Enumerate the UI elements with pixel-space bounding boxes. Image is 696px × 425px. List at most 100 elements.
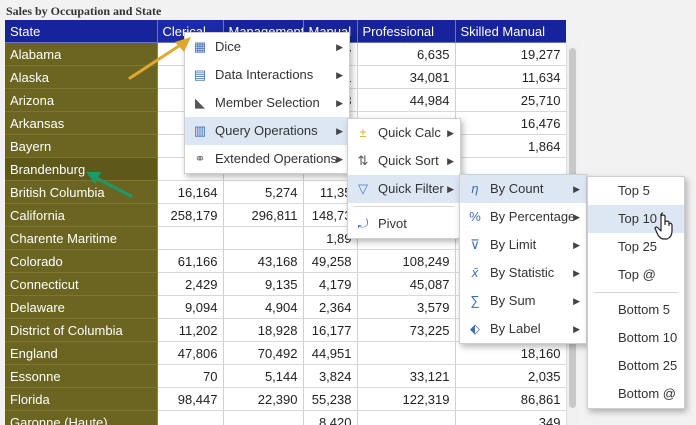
table-cell[interactable]: 349: [455, 410, 566, 425]
row-header-state[interactable]: Charente Maritime: [5, 226, 158, 250]
table-cell[interactable]: [357, 341, 456, 365]
table-cell[interactable]: 3,824: [303, 364, 358, 388]
table-cell[interactable]: 18,160: [455, 341, 566, 365]
menu-item-bottom-5[interactable]: Bottom 5: [588, 296, 684, 324]
table-cell[interactable]: 8,420: [303, 410, 358, 425]
menu-item-by-percentage[interactable]: % By Percentage ▶: [460, 203, 586, 231]
table-cell[interactable]: [157, 226, 224, 250]
row-header-state[interactable]: District of Columbia: [5, 318, 158, 342]
table-cell[interactable]: 22,390: [223, 387, 304, 411]
menu-item-member-selection[interactable]: ◣ Member Selection ▶: [185, 89, 349, 117]
row-header-state[interactable]: Arizona: [5, 88, 158, 112]
table-row[interactable]: Essonne 70 5,144 3,824 33,121 2,035: [5, 364, 566, 388]
menu-item-top-at[interactable]: Top @: [588, 261, 684, 289]
table-row[interactable]: Florida 98,447 22,390 55,238 122,319 86,861: [5, 387, 566, 411]
table-row[interactable]: Colorado 61,166 43,168 49,258 108,249: [5, 249, 566, 273]
table-cell[interactable]: 258,179: [157, 203, 224, 227]
table-row[interactable]: Garonne (Haute) 8,420 349: [5, 410, 566, 425]
table-cell[interactable]: [357, 410, 456, 425]
row-header-state[interactable]: British Columbia: [5, 180, 158, 204]
table-cell[interactable]: 86,861: [455, 387, 566, 411]
menu-item-bottom-10[interactable]: Bottom 10: [588, 324, 684, 352]
table-cell[interactable]: 73,225: [357, 318, 456, 342]
table-cell[interactable]: 34,081: [357, 65, 456, 89]
table-cell[interactable]: 122,319: [357, 387, 456, 411]
menu-item-data-interactions[interactable]: ▤ Data Interactions ▶: [185, 61, 349, 89]
table-cell[interactable]: 11,634: [455, 65, 566, 89]
table-cell[interactable]: 33,121: [357, 364, 456, 388]
table-cell[interactable]: 4,904: [223, 295, 304, 319]
table-cell[interactable]: 1,89: [303, 226, 358, 250]
column-header-professional[interactable]: Professional: [357, 20, 456, 43]
table-cell[interactable]: 148,73: [303, 203, 358, 227]
row-header-state[interactable]: England: [5, 341, 158, 365]
table-cell[interactable]: 61,166: [157, 249, 224, 273]
column-header-skilled-manual[interactable]: Skilled Manual: [455, 20, 566, 43]
menu-item-bottom-25[interactable]: Bottom 25: [588, 352, 684, 380]
menu-item-query-operations[interactable]: ▥ Query Operations ▶: [185, 117, 349, 145]
table-cell[interactable]: 45,087: [357, 272, 456, 296]
table-row[interactable]: England 47,806 70,492 44,951 18,160: [5, 341, 566, 365]
table-cell[interactable]: 9,135: [223, 272, 304, 296]
table-cell[interactable]: 296,811: [223, 203, 304, 227]
table-cell[interactable]: 43,168: [223, 249, 304, 273]
row-header-state[interactable]: Alabama: [5, 42, 158, 66]
menu-item-top-25[interactable]: Top 25: [588, 233, 684, 261]
table-cell[interactable]: 4,179: [303, 272, 358, 296]
table-cell[interactable]: 19,277: [455, 42, 566, 66]
menu-item-bottom-at[interactable]: Bottom @: [588, 380, 684, 408]
table-cell[interactable]: [223, 410, 304, 425]
table-cell[interactable]: 70,492: [223, 341, 304, 365]
table-cell[interactable]: 47,806: [157, 341, 224, 365]
menu-item-quick-filter[interactable]: ▽ Quick Filter ▶: [348, 175, 460, 203]
table-cell[interactable]: 5,274: [223, 180, 304, 204]
table-cell[interactable]: 2,364: [303, 295, 358, 319]
row-header-state[interactable]: Delaware: [5, 295, 158, 319]
table-cell[interactable]: 108,249: [357, 249, 456, 273]
row-header-state[interactable]: Florida: [5, 387, 158, 411]
row-header-state[interactable]: Bayern: [5, 134, 158, 158]
table-cell[interactable]: 44,951: [303, 341, 358, 365]
menu-item-extended-operations[interactable]: ⚭ Extended Operations ▶: [185, 145, 349, 173]
row-header-state[interactable]: Connecticut: [5, 272, 158, 296]
row-header-state[interactable]: Alaska: [5, 65, 158, 89]
table-cell[interactable]: 16,164: [157, 180, 224, 204]
table-cell[interactable]: 5,144: [223, 364, 304, 388]
table-cell[interactable]: 11,202: [157, 318, 224, 342]
table-cell[interactable]: 98,447: [157, 387, 224, 411]
row-header-state[interactable]: Colorado: [5, 249, 158, 273]
table-cell[interactable]: [157, 410, 224, 425]
column-header-state[interactable]: State: [5, 20, 158, 43]
table-row[interactable]: District of Columbia 11,202 18,928 16,177 73…: [5, 318, 566, 342]
table-cell[interactable]: 49,258: [303, 249, 358, 273]
menu-item-quick-sort[interactable]: ⇅ Quick Sort ▶: [348, 147, 460, 175]
table-cell[interactable]: 9,094: [157, 295, 224, 319]
table-cell[interactable]: 18,928: [223, 318, 304, 342]
menu-item-by-statistic[interactable]: x̄ By Statistic ▶: [460, 259, 586, 287]
row-header-state[interactable]: Brandenburg: [5, 157, 158, 181]
row-header-state[interactable]: Essonne: [5, 364, 158, 388]
row-header-state[interactable]: California: [5, 203, 158, 227]
table-cell[interactable]: 25,710: [455, 88, 566, 112]
menu-item-by-label[interactable]: ⬖ By Label ▶: [460, 315, 586, 343]
table-cell[interactable]: 3,579: [357, 295, 456, 319]
table-cell[interactable]: 6,635: [357, 42, 456, 66]
row-header-state[interactable]: Garonne (Haute): [5, 410, 158, 425]
table-cell[interactable]: 2,035: [455, 364, 566, 388]
table-cell[interactable]: 44,984: [357, 88, 456, 112]
row-header-state[interactable]: Arkansas: [5, 111, 158, 135]
menu-item-dice[interactable]: ▦ Dice ▶: [185, 33, 349, 61]
menu-item-by-limit[interactable]: ⊽ By Limit ▶: [460, 231, 586, 259]
menu-item-top-10[interactable]: Top 10: [588, 205, 684, 233]
menu-item-top-5[interactable]: Top 5: [588, 177, 684, 205]
table-cell[interactable]: 70: [157, 364, 224, 388]
table-cell[interactable]: 11,35: [303, 180, 358, 204]
menu-item-by-sum[interactable]: ∑ By Sum ▶: [460, 287, 586, 315]
table-cell[interactable]: 2,429: [157, 272, 224, 296]
table-cell[interactable]: 16,177: [303, 318, 358, 342]
menu-item-by-count[interactable]: η By Count ▶: [460, 175, 586, 203]
menu-item-pivot[interactable]: ⤾ Pivot: [348, 210, 460, 238]
table-cell[interactable]: [223, 226, 304, 250]
table-cell[interactable]: 1,864: [455, 134, 566, 158]
menu-item-quick-calc[interactable]: ± Quick Calc ▶: [348, 119, 460, 147]
